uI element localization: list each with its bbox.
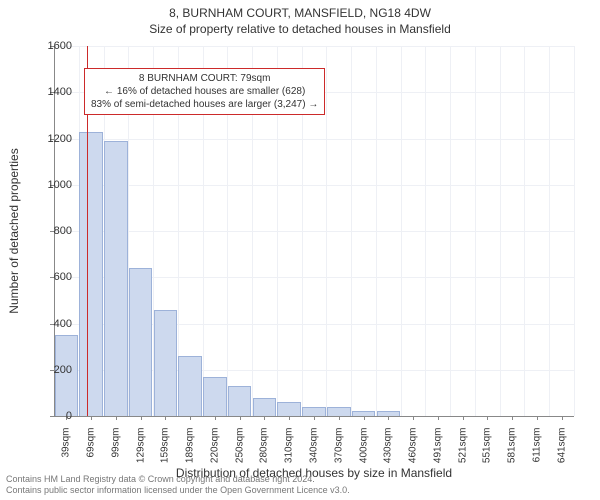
y-tick-label: 400 <box>32 318 72 330</box>
x-tick-label: 129sqm <box>135 428 146 470</box>
gridline-h <box>54 185 574 186</box>
histogram-bar <box>178 356 202 416</box>
footer-line-1: Contains HM Land Registry data © Crown c… <box>6 474 350 485</box>
x-tick-label: 370sqm <box>333 428 344 470</box>
histogram-bar <box>302 407 326 416</box>
y-tick-label: 0 <box>32 410 72 422</box>
gridline-h <box>54 139 574 140</box>
x-tick-label: 189sqm <box>185 428 196 470</box>
gridline-v <box>475 46 476 416</box>
gridline-v <box>351 46 352 416</box>
x-tick-label: 69sqm <box>86 428 97 470</box>
histogram-bar <box>154 310 178 416</box>
footer: Contains HM Land Registry data © Crown c… <box>6 474 350 496</box>
footer-line-2: Contains public sector information licen… <box>6 485 350 496</box>
annotation-line: ← 16% of detached houses are smaller (62… <box>91 85 318 98</box>
x-tick-label: 460sqm <box>408 428 419 470</box>
gridline-v <box>500 46 501 416</box>
histogram-bar <box>104 141 128 416</box>
y-tick-label: 1200 <box>32 133 72 145</box>
x-tick-label: 521sqm <box>457 428 468 470</box>
histogram-bar <box>79 132 103 416</box>
gridline-h <box>54 46 574 47</box>
gridline-v <box>574 46 575 416</box>
y-tick-label: 1600 <box>32 40 72 52</box>
y-tick-label: 1000 <box>32 179 72 191</box>
chart-title: 8, BURNHAM COURT, MANSFIELD, NG18 4DW <box>0 0 600 20</box>
y-tick-label: 600 <box>32 271 72 283</box>
gridline-h <box>54 231 574 232</box>
gridline-v <box>326 46 327 416</box>
x-tick-label: 581sqm <box>507 428 518 470</box>
histogram-bar <box>253 398 277 417</box>
gridline-v <box>524 46 525 416</box>
x-tick-label: 491sqm <box>432 428 443 470</box>
x-tick-label: 641sqm <box>556 428 567 470</box>
annotation-line: 8 BURNHAM COURT: 79sqm <box>91 72 318 85</box>
gridline-v <box>425 46 426 416</box>
x-tick-label: 340sqm <box>309 428 320 470</box>
histogram-bar <box>277 402 301 416</box>
chart-subtitle: Size of property relative to detached ho… <box>0 20 600 36</box>
x-tick-label: 220sqm <box>209 428 220 470</box>
gridline-v <box>401 46 402 416</box>
histogram-bar <box>327 407 351 416</box>
x-tick-label: 400sqm <box>358 428 369 470</box>
gridline-v <box>549 46 550 416</box>
y-tick-label: 1400 <box>32 86 72 98</box>
histogram-bar <box>129 268 153 416</box>
chart-container: 39sqm69sqm99sqm129sqm159sqm189sqm220sqm2… <box>54 46 574 416</box>
x-tick-label: 280sqm <box>259 428 270 470</box>
annotation-box: 8 BURNHAM COURT: 79sqm← 16% of detached … <box>84 68 325 115</box>
histogram-bar <box>203 377 227 416</box>
x-tick-label: 99sqm <box>110 428 121 470</box>
x-tick-label: 310sqm <box>284 428 295 470</box>
x-axis-line <box>54 416 574 417</box>
x-tick-label: 611sqm <box>531 428 542 470</box>
x-tick-label: 250sqm <box>234 428 245 470</box>
y-axis-title: Number of detached properties <box>7 148 21 313</box>
x-tick-label: 551sqm <box>482 428 493 470</box>
plot-area: 39sqm69sqm99sqm129sqm159sqm189sqm220sqm2… <box>54 46 574 416</box>
x-tick-label: 430sqm <box>383 428 394 470</box>
y-tick-label: 200 <box>32 364 72 376</box>
histogram-bar <box>228 386 252 416</box>
annotation-line: 83% of semi-detached houses are larger (… <box>91 98 318 111</box>
x-tick-label: 159sqm <box>160 428 171 470</box>
gridline-v <box>450 46 451 416</box>
gridline-v <box>376 46 377 416</box>
y-tick-label: 800 <box>32 225 72 237</box>
x-tick-label: 39sqm <box>61 428 72 470</box>
